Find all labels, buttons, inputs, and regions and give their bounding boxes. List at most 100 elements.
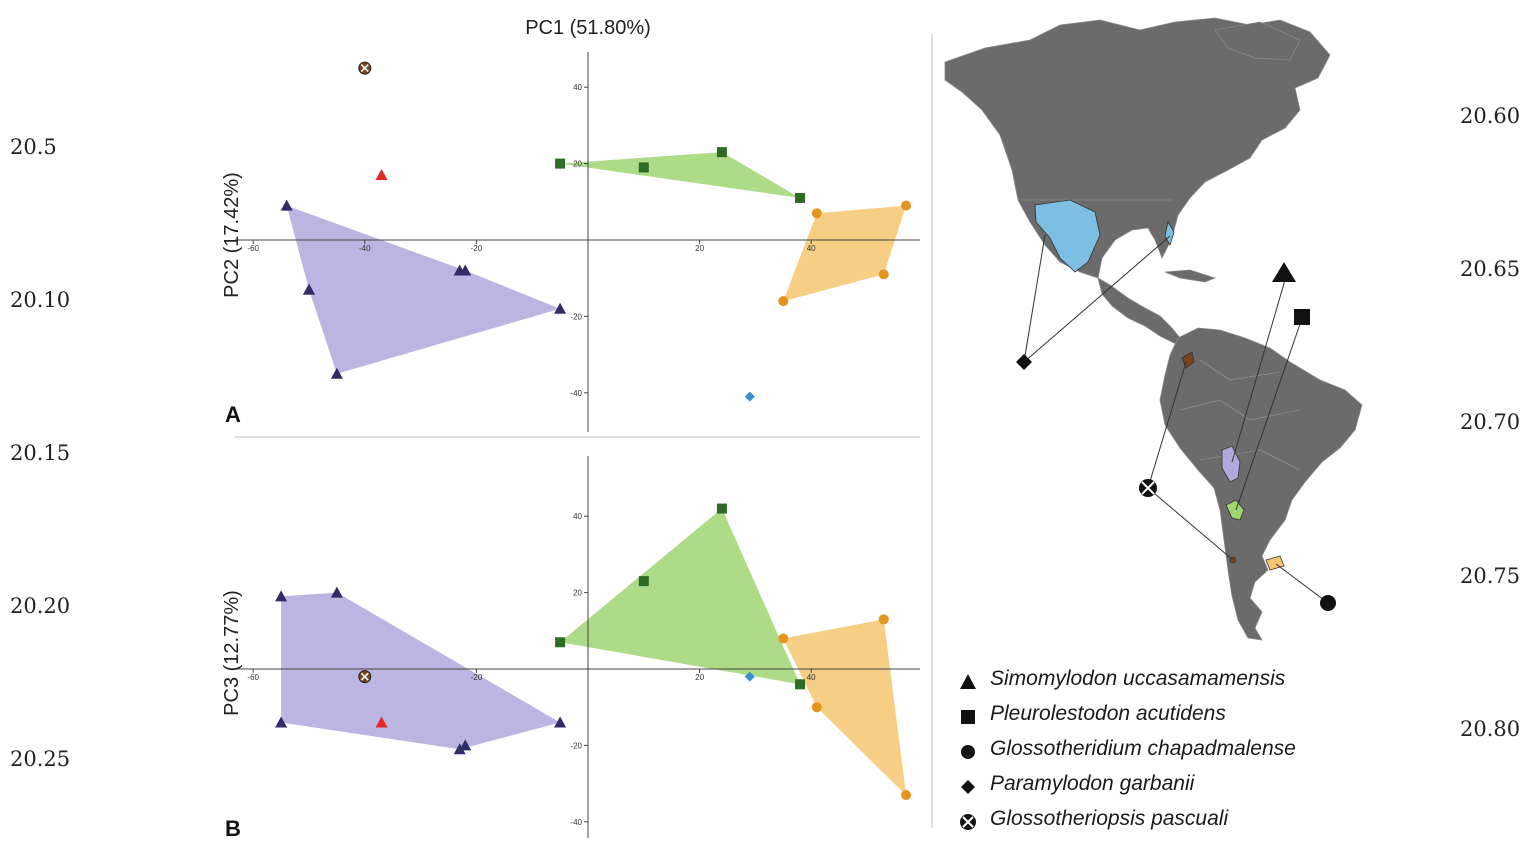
point-simomylodon — [280, 199, 293, 211]
hull-glossotheridium — [783, 205, 907, 302]
y-tick-label: -40 — [570, 818, 582, 827]
point-simomylodon — [303, 283, 315, 295]
point-glossotheridium — [901, 790, 912, 801]
margin-number-4: 20.20 — [10, 594, 71, 618]
point-glossotheridium — [811, 208, 822, 219]
point-glossotheriopsis — [358, 61, 372, 75]
margin-number-8: 20.70 — [1460, 410, 1521, 434]
locality-pleurolestodon — [1225, 499, 1245, 521]
locality-paramylodon-east — [1164, 220, 1175, 247]
point-glossotheridium — [778, 296, 789, 307]
point-simomylodon_red — [375, 716, 388, 728]
point-pleurolestodon — [716, 147, 727, 158]
point-glossotheridium — [901, 200, 912, 211]
legend-item-simomylodon: Simomylodon uccasamamensis — [958, 664, 1358, 699]
map-land — [944, 17, 1363, 641]
hull-simomylodon — [286, 205, 561, 374]
point-pleurolestodon — [716, 503, 727, 514]
hull-pleurolestodon — [560, 508, 801, 685]
point-pleurolestodon — [638, 162, 649, 173]
square-icon — [961, 710, 975, 724]
margin-number-2: 20.10 — [10, 288, 71, 312]
x-tick-label: -60 — [247, 673, 259, 682]
y-tick-label: 20 — [573, 160, 582, 169]
legend-label: Pleurolestodon acutidens — [990, 702, 1226, 725]
x-tick-label: -20 — [471, 244, 483, 253]
legend-item-glossotheriopsis: Glossotheriopsis pascuali — [958, 804, 1358, 839]
point-glossotheridium — [878, 614, 889, 625]
legend-label: Glossotheridium chapadmalense — [990, 737, 1296, 760]
legend-item-glossotheridium: Glossotheridium chapadmalense — [958, 734, 1358, 769]
americas-map — [944, 17, 1363, 641]
y-tick-label: -20 — [570, 741, 582, 750]
hull-simomylodon — [281, 592, 561, 750]
y-tick-label: 20 — [573, 589, 582, 598]
point-glossotheriopsis — [358, 670, 372, 684]
margin-number-9: 20.75 — [1460, 564, 1521, 588]
cross-icon — [960, 814, 976, 830]
point-paramylodon — [744, 391, 755, 402]
circle-icon — [961, 745, 975, 759]
chart-title: PC1 (51.80%) — [525, 17, 651, 39]
x-tick-label: -40 — [359, 244, 371, 253]
margin-number-5: 20.25 — [10, 747, 71, 771]
point-simomylodon — [554, 716, 567, 728]
pca-plots: -60 -40 -20 20 40 40 20 -20 -40 PC1 (51.80%) PC2 (… — [221, 17, 933, 841]
panel-a-scatter: -60 -40 -20 20 40 40 20 -20 -40 PC1 (51.80%) PC2 (… — [221, 17, 920, 432]
x-tick-label: 20 — [695, 673, 704, 682]
diamond-icon — [961, 780, 975, 794]
y-axis-label: PC2 (17.42%) — [221, 172, 243, 298]
x-tick-label: -20 — [471, 673, 483, 682]
x-tick-label: 40 — [807, 673, 816, 682]
margin-number-3: 20.15 — [10, 441, 71, 465]
legend: Simomylodon uccasamamensis Pleurolestodo… — [958, 664, 1358, 839]
map-marker-triangle — [1272, 262, 1296, 282]
margin-number-7: 20.65 — [1460, 257, 1521, 281]
y-tick-label: -20 — [570, 312, 582, 321]
y-tick-label: 40 — [573, 512, 582, 521]
map-marker-cross — [1139, 479, 1157, 497]
hull-glossotheridium — [783, 619, 907, 796]
margin-number-10: 20.80 — [1460, 717, 1521, 741]
map-marker-diamond — [1016, 354, 1032, 370]
point-simomylodon — [459, 264, 472, 276]
x-tick-label: -60 — [247, 244, 259, 253]
x-tick-label: 20 — [695, 244, 704, 253]
point-glossotheridium — [811, 702, 822, 713]
point-glossotheridium — [878, 269, 889, 280]
leader-lines — [1023, 234, 1329, 604]
map-borders — [1020, 199, 1301, 471]
margin-number-1: 20.5 — [10, 135, 57, 159]
panel-label: A — [225, 402, 241, 427]
point-pleurolestodon — [555, 158, 566, 169]
point-pleurolestodon — [555, 637, 566, 648]
point-pleurolestodon — [638, 576, 649, 587]
legend-item-paramylodon: Paramylodon garbanii — [958, 769, 1358, 804]
map-marker-circle — [1320, 595, 1336, 611]
point-pleurolestodon — [795, 192, 806, 203]
point-simomylodon — [554, 302, 567, 314]
point-simomylodon — [453, 743, 466, 755]
point-glossotheridium — [778, 633, 789, 644]
x-tick-label: 40 — [807, 244, 816, 253]
map-marker-square — [1294, 309, 1310, 325]
panel-b-scatter: -60 -20 20 40 40 20 -20 -40 PC3 (12.77%) B — [221, 456, 920, 841]
point-simomylodon_red — [375, 169, 388, 181]
point-simomylodon — [275, 716, 288, 728]
hull-pleurolestodon — [560, 152, 801, 198]
point-simomylodon — [275, 590, 288, 602]
point-paramylodon — [744, 671, 755, 682]
y-axis-label: PC3 (12.77%) — [221, 590, 243, 716]
point-simomylodon — [459, 739, 472, 751]
triangle-icon — [960, 674, 976, 689]
locality-simomylodon — [1221, 445, 1241, 483]
margin-number-6: 20.60 — [1460, 104, 1521, 128]
legend-item-pleurolestodon: Pleurolestodon acutidens — [958, 699, 1358, 734]
y-tick-label: 40 — [573, 83, 582, 92]
point-simomylodon — [330, 367, 343, 379]
legend-label: Simomylodon uccasamamensis — [990, 667, 1286, 690]
point-simomylodon — [330, 586, 343, 598]
y-tick-label: -40 — [570, 389, 582, 398]
locality-paramylodon — [1034, 199, 1101, 273]
panel-label: B — [225, 816, 241, 841]
